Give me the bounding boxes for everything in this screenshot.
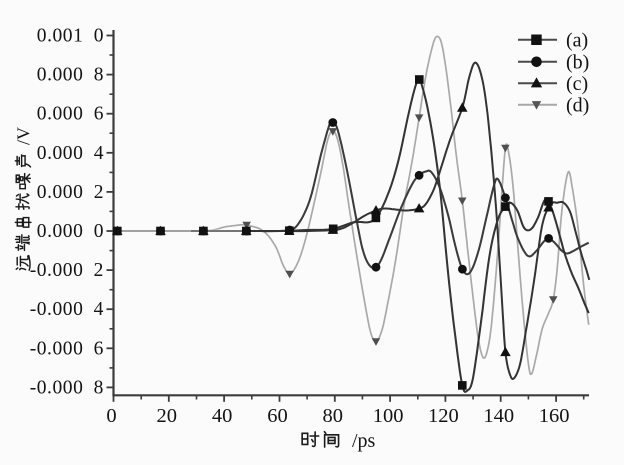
svg-text:-0.000 6: -0.000 6 <box>30 338 104 359</box>
svg-text:0.000 0: 0.000 0 <box>37 221 104 242</box>
svg-text:40: 40 <box>212 405 233 427</box>
svg-text:/ps: /ps <box>352 430 376 452</box>
svg-text:0: 0 <box>106 405 116 427</box>
svg-text:(b): (b) <box>566 52 589 74</box>
svg-text:-0.000 8: -0.000 8 <box>30 377 104 398</box>
svg-text:0.001 0: 0.001 0 <box>37 26 104 47</box>
svg-text:-0.000 4: -0.000 4 <box>30 299 104 320</box>
svg-text:160: 160 <box>539 405 570 427</box>
svg-text:0.000 6: 0.000 6 <box>37 104 104 125</box>
svg-text:0.000 2: 0.000 2 <box>37 182 104 203</box>
svg-text:-0.000 2: -0.000 2 <box>30 260 104 281</box>
svg-text:100: 100 <box>373 405 404 427</box>
svg-text:20: 20 <box>157 405 178 427</box>
svg-text:0.000 4: 0.000 4 <box>37 143 104 164</box>
svg-text:/V: /V <box>14 127 34 145</box>
svg-text:80: 80 <box>323 405 344 427</box>
svg-text:140: 140 <box>483 405 514 427</box>
svg-text:(c): (c) <box>566 73 588 95</box>
svg-text:(d): (d) <box>566 95 589 117</box>
svg-text:120: 120 <box>428 405 459 427</box>
svg-text:(a): (a) <box>566 30 588 52</box>
svg-text:0.000 8: 0.000 8 <box>37 65 104 86</box>
svg-text:60: 60 <box>267 405 288 427</box>
